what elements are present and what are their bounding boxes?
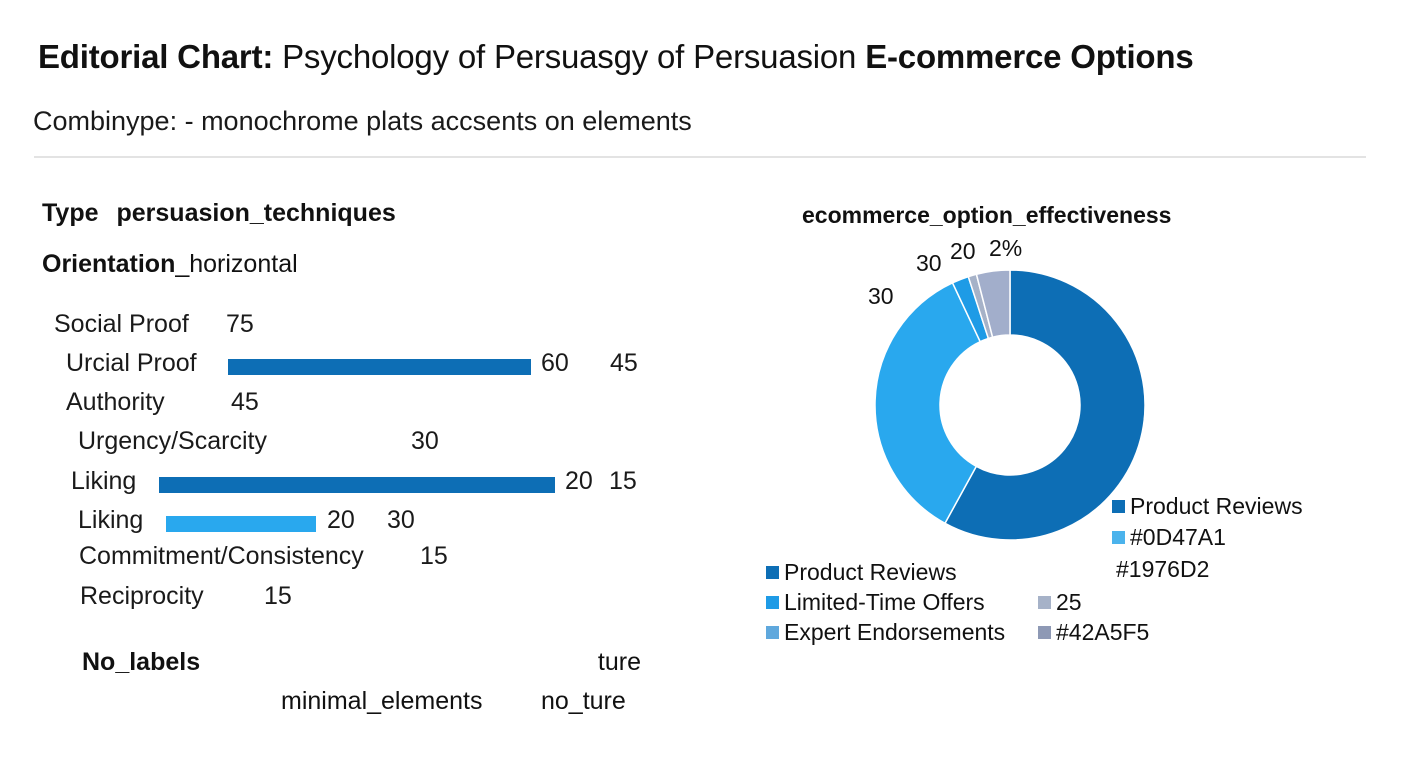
donut-slice-label: 2% bbox=[989, 235, 1023, 261]
bar bbox=[228, 359, 531, 375]
legend-swatch bbox=[1038, 596, 1051, 609]
donut-slice-label: 30 bbox=[916, 250, 942, 276]
orientation-line: Orientation_horizontal bbox=[42, 250, 298, 279]
header-divider bbox=[34, 156, 1366, 158]
type-key: Type bbox=[42, 199, 99, 227]
bar-value-label: 15 bbox=[264, 582, 292, 610]
legend-label: Product Reviews bbox=[1130, 493, 1303, 519]
donut-slice bbox=[943, 269, 1146, 541]
legend-item: #1976D2 bbox=[1116, 556, 1209, 583]
legend-swatch bbox=[1038, 626, 1051, 639]
legend-item: Expert Endorsements bbox=[766, 619, 1005, 646]
legend-item: Product Reviews bbox=[766, 559, 957, 586]
chart-subtitle: Combinype: - monochrome plats accsents o… bbox=[33, 106, 692, 136]
bar-value-label: 60 bbox=[541, 349, 569, 377]
type-line: Type persuasion_techniques bbox=[42, 199, 396, 228]
orientation-value: _horizontal bbox=[175, 250, 298, 278]
bar-category-label: Commitment/Consistency bbox=[79, 542, 364, 570]
legend-swatch bbox=[766, 596, 779, 609]
legend-item: #0D47A1 bbox=[1112, 524, 1226, 551]
legend-label: Limited-Time Offers bbox=[784, 589, 985, 615]
legend-item: 25 bbox=[1038, 589, 1082, 616]
minimal-elements-key: minimal_elements bbox=[281, 687, 483, 715]
legend-label: Expert Endorsements bbox=[784, 619, 1006, 645]
legend-label: #42A5F5 bbox=[1056, 619, 1150, 645]
type-value: persuasion_techniques bbox=[116, 199, 396, 227]
bar-extra-label: 45 bbox=[610, 349, 638, 377]
legend-swatch bbox=[1112, 500, 1125, 513]
legend-item: #42A5F5 bbox=[1038, 619, 1149, 646]
chart-title: Editorial Chart: Psychology of Persuasgy… bbox=[38, 38, 1194, 76]
bar-category-label: Reciprocity bbox=[80, 582, 204, 610]
legend-label: #0D47A1 bbox=[1130, 524, 1226, 550]
legend-label: #1976D2 bbox=[1116, 556, 1210, 582]
bar-value-label: 20 bbox=[565, 467, 593, 495]
donut-slice bbox=[874, 281, 982, 525]
title-part-1: Editorial Chart: bbox=[38, 38, 274, 75]
bar-extra-label: 30 bbox=[387, 506, 415, 534]
title-part-2: Psychology of Persuasgy of Persuasion bbox=[273, 38, 866, 75]
bar-category-label: Urgency/Scarcity bbox=[78, 427, 267, 455]
no-labels-value: ture bbox=[597, 648, 641, 676]
donut-chart bbox=[874, 269, 1146, 541]
bar-value-label: 30 bbox=[411, 427, 439, 455]
bar bbox=[166, 516, 316, 532]
bar-value-label: 20 bbox=[327, 506, 355, 534]
minimal-elements-value: no_ture bbox=[541, 687, 626, 715]
legend-item: Product Reviews bbox=[1112, 493, 1303, 520]
bar bbox=[159, 477, 555, 493]
bar-value-label: 15 bbox=[420, 542, 448, 570]
donut-slice bbox=[975, 269, 1011, 339]
donut-title: ecommerce_option_effectiveness bbox=[802, 202, 1172, 228]
bar-category-label: Liking bbox=[78, 506, 144, 534]
legend-item: Limited-Time Offers bbox=[766, 589, 985, 616]
bar-category-label: Liking bbox=[71, 467, 137, 495]
bar-category-label: Urcial Proof bbox=[66, 349, 197, 377]
legend-label: 25 bbox=[1056, 589, 1082, 615]
legend-label: Product Reviews bbox=[784, 559, 957, 585]
legend-swatch bbox=[1112, 531, 1125, 544]
bar-value-label: 45 bbox=[231, 388, 259, 416]
legend-swatch bbox=[766, 626, 779, 639]
orientation-key: Orientation bbox=[42, 250, 176, 278]
donut-slice-label: 20 bbox=[950, 238, 976, 264]
title-part-3: E-commerce Options bbox=[865, 38, 1194, 75]
bar-category-label: Authority bbox=[66, 388, 165, 416]
bar-category-label: Social Proof bbox=[54, 310, 189, 338]
bar-value-label: 75 bbox=[226, 310, 254, 338]
no-labels-key: No_labels bbox=[82, 648, 201, 676]
legend-swatch bbox=[766, 566, 779, 579]
donut-slice-label: 30 bbox=[868, 283, 894, 309]
bar-extra-label: 15 bbox=[609, 467, 637, 495]
